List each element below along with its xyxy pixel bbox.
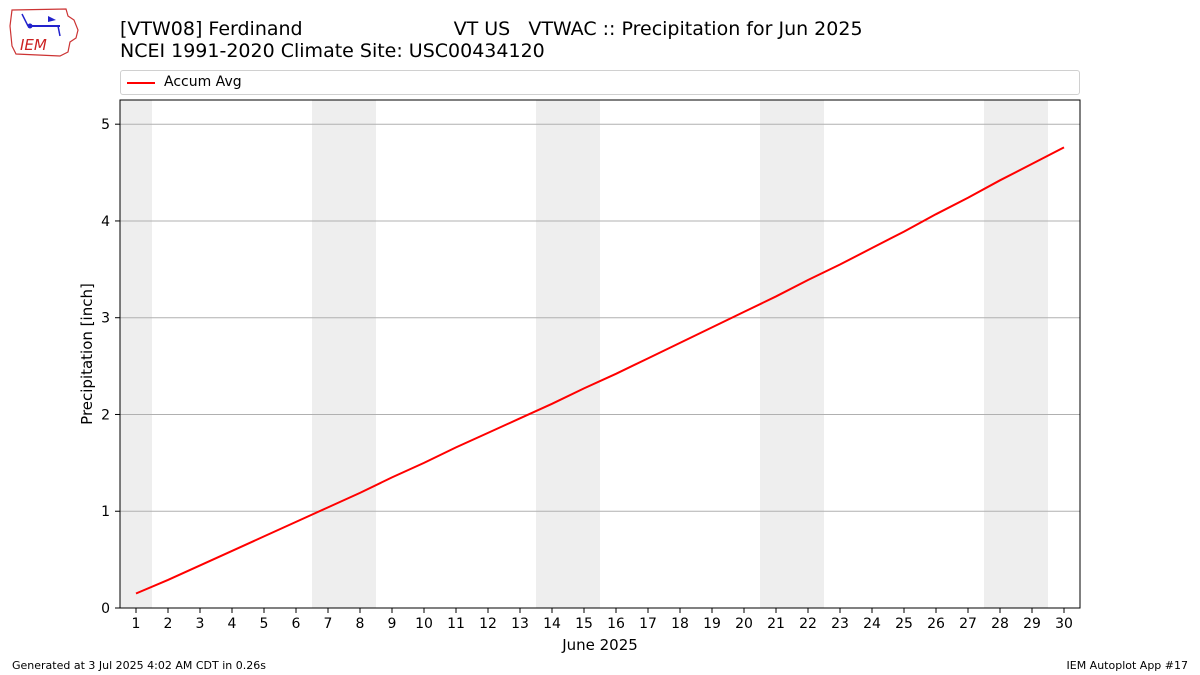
weekend-band [1016,100,1048,608]
series-line-accum-avg [135,146,1065,595]
weekend-band [568,100,600,608]
legend-line-swatch [127,82,155,84]
y-tick-label: 3 [101,311,110,327]
x-tick-label: 18 [671,616,689,632]
y-tick-label: 2 [101,407,110,423]
x-tick-label: 21 [767,616,785,632]
footer-generated: Generated at 3 Jul 2025 4:02 AM CDT in 0… [12,659,266,672]
x-tick-label: 29 [1023,616,1041,632]
x-tick-label: 17 [639,616,657,632]
weekend-band [344,100,376,608]
x-tick-label: 4 [228,616,237,632]
x-tick-label: 30 [1055,616,1073,632]
x-tick-label: 6 [292,616,301,632]
x-tick-label: 19 [703,616,721,632]
x-tick-label: 2 [164,616,173,632]
x-tick-label: 13 [511,616,529,632]
x-tick-label: 27 [959,616,977,632]
chart-title: [VTW08] Ferdinand VT US VTWAC :: Precipi… [120,18,863,40]
x-tick-label: 22 [799,616,817,632]
y-tick-label: 0 [101,601,110,617]
weekend-band [536,100,568,608]
y-tick-label: 4 [101,214,110,230]
x-tick-label: 5 [260,616,269,632]
legend: Accum Avg [120,70,1080,95]
x-tick-label: 1 [132,616,141,632]
chart-subtitle: NCEI 1991-2020 Climate Site: USC00434120 [120,40,545,62]
x-tick-label: 10 [415,616,433,632]
x-tick-label: 24 [863,616,881,632]
x-tick-label: 12 [479,616,497,632]
iem-logo: IEM [9,8,79,57]
x-tick-label: 15 [575,616,593,632]
weekend-band [312,100,344,608]
weekend-band [792,100,824,608]
y-tick-label: 1 [101,504,110,520]
y-axis-label: Precipitation [inch] [78,283,96,425]
weekend-band [984,100,1016,608]
x-tick-label: 9 [388,616,397,632]
x-tick-label: 11 [447,616,465,632]
x-tick-label: 25 [895,616,913,632]
x-tick-label: 8 [356,616,365,632]
logo-text: IEM [20,36,47,54]
legend-label-accum-avg: Accum Avg [164,74,242,90]
footer-app: IEM Autoplot App #17 [1066,659,1189,672]
x-tick-label: 14 [543,616,561,632]
x-tick-label: 20 [735,616,753,632]
x-tick-label: 7 [324,616,333,632]
x-tick-label: 16 [607,616,625,632]
y-tick-label: 5 [101,117,110,133]
weekend-band [120,100,152,608]
x-tick-label: 23 [831,616,849,632]
x-tick-label: 28 [991,616,1009,632]
weekend-band [760,100,792,608]
x-tick-label: 26 [927,616,945,632]
plot-frame [119,99,1081,609]
x-axis-label: June 2025 [561,636,638,654]
x-tick-label: 3 [196,616,205,632]
